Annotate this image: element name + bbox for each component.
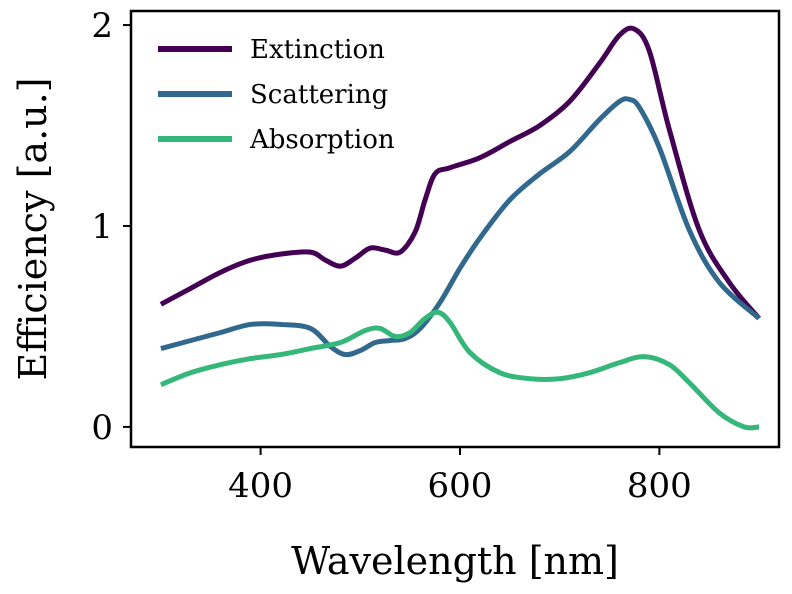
plot-frame (129, 9, 781, 449)
x-tick-label-600: 600 (428, 466, 493, 506)
chart-axes: 400 600 800 0 1 2 (91, 6, 781, 506)
legend: Extinction Scattering Absorption (158, 35, 395, 155)
y-tick-label-0: 0 (91, 408, 113, 448)
series-line-absorption (159, 309, 760, 431)
x-tick-label-400: 400 (228, 466, 293, 506)
x-tick-label-800: 800 (627, 466, 692, 506)
legend-label-scattering: Scattering (250, 80, 388, 110)
series-line-extinction (159, 25, 761, 321)
legend-label-extinction: Extinction (250, 35, 385, 65)
series-layer (159, 25, 761, 431)
series-line-scattering (160, 96, 761, 358)
x-axis-label: Wavelength [nm] (291, 539, 619, 583)
legend-label-absorption: Absorption (249, 125, 395, 155)
y-tick-label-2: 2 (91, 6, 113, 46)
y-tick-label-1: 1 (91, 207, 113, 247)
y-axis-label: Efficiency [a.u.] (11, 77, 55, 380)
